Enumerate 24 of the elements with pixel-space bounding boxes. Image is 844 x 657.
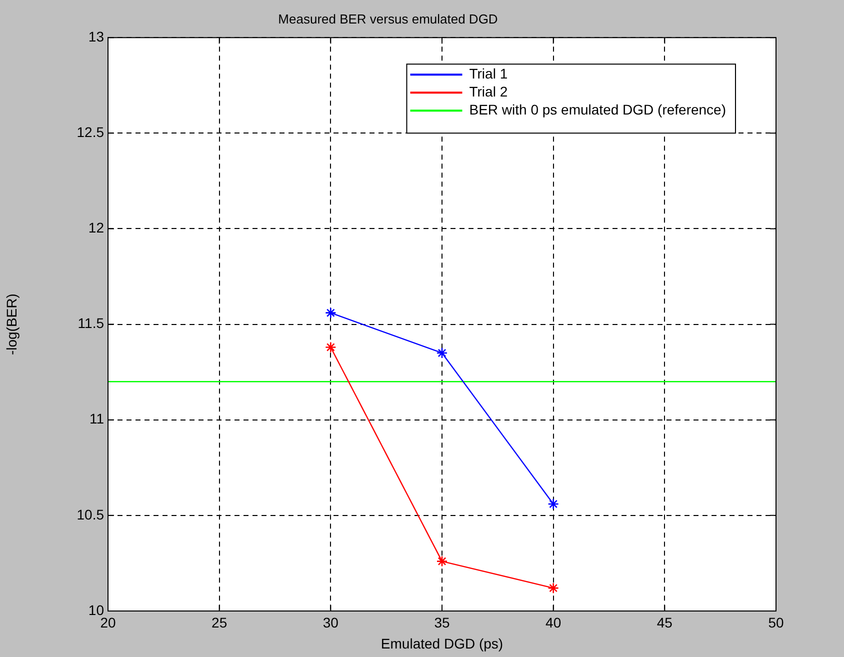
x-tick-label: 30 — [322, 614, 339, 630]
x-axis-title: Emulated DGD (ps) — [380, 635, 504, 652]
x-tick-label: 45 — [656, 614, 673, 630]
point — [436, 556, 448, 567]
y-tick-label: 11.5 — [78, 315, 104, 332]
legend-label: Trial 1 — [469, 65, 508, 82]
chart-title: Measured BER versus emulated DGD — [278, 11, 498, 26]
y-tick-label: 12 — [88, 220, 104, 236]
point — [325, 342, 336, 353]
y-tick-label: 12.5 — [76, 124, 104, 140]
y-axis-title: -log(BER) — [3, 294, 20, 356]
point — [548, 498, 559, 510]
point — [325, 307, 336, 318]
x-tick-label: 50 — [768, 614, 784, 630]
x-tick-label: 25 — [212, 614, 228, 630]
point — [436, 347, 448, 359]
y-tick-label: 10.5 — [76, 506, 104, 522]
y-tick-label: 13 — [88, 28, 104, 44]
x-tick-label: 40 — [546, 614, 562, 630]
point — [548, 582, 559, 594]
legend-label: Trial 2 — [469, 83, 508, 100]
x-tick-label: 35 — [434, 614, 450, 630]
y-tick-label: 11 — [89, 410, 104, 427]
legend-label: BER with 0 ps emulated DGD (reference) — [469, 101, 726, 118]
